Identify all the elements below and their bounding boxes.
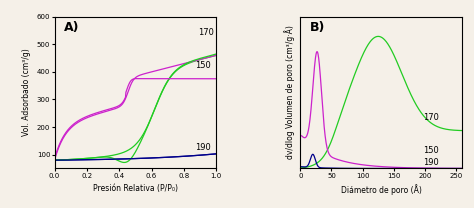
Text: 190: 190 <box>424 158 439 167</box>
Text: 170: 170 <box>424 113 439 122</box>
Text: A): A) <box>64 21 80 34</box>
Text: 170: 170 <box>199 28 214 37</box>
X-axis label: Presión Relativa (P/P₀): Presión Relativa (P/P₀) <box>93 184 178 193</box>
Text: B): B) <box>310 21 326 34</box>
X-axis label: Diámetro de poro (Å): Diámetro de poro (Å) <box>341 184 422 195</box>
Text: 150: 150 <box>424 146 439 155</box>
Text: 150: 150 <box>195 61 211 70</box>
Text: 190: 190 <box>195 143 211 152</box>
Y-axis label: dv/dlog Volumen de poro (cm³/g·Å): dv/dlog Volumen de poro (cm³/g·Å) <box>284 26 295 160</box>
Y-axis label: Vol. Adsorbado (cm³/g): Vol. Adsorbado (cm³/g) <box>22 49 31 136</box>
